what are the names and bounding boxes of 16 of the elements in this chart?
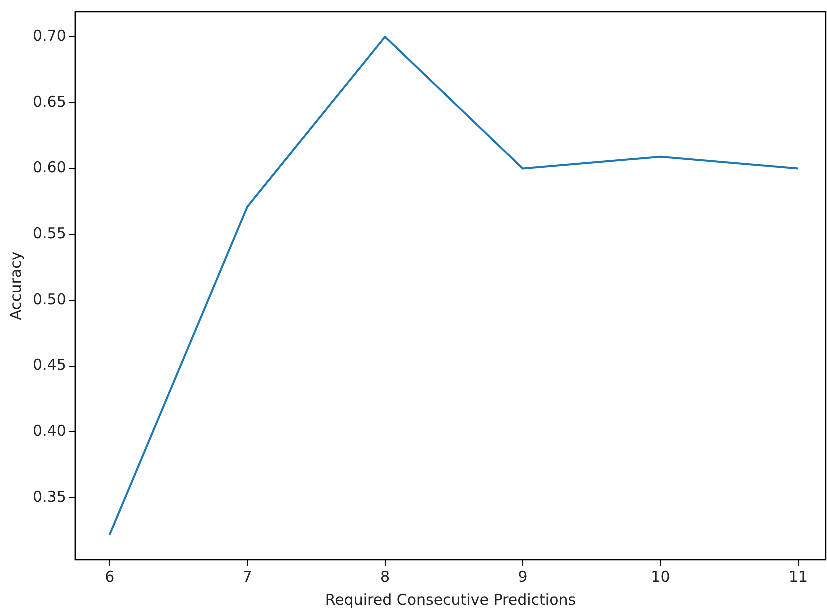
x-tick-label: 11 <box>788 568 808 586</box>
y-tick-label: 0.65 <box>32 92 66 111</box>
x-axis-title: Required Consecutive Predictions <box>325 590 576 609</box>
x-tick-label: 8 <box>380 568 390 586</box>
x-tick-label: 9 <box>518 568 528 586</box>
y-tick-label: 0.50 <box>32 290 66 308</box>
y-tick-label: 0.40 <box>32 422 66 440</box>
y-axis-title: Accuracy <box>6 252 25 320</box>
y-tick-label: 0.35 <box>32 488 66 506</box>
x-tick-label: 7 <box>242 568 252 586</box>
y-tick-label: 0.55 <box>32 224 66 243</box>
y-tick-label: 0.45 <box>32 356 66 374</box>
x-tick-label: 6 <box>105 568 115 586</box>
x-tick-label: 10 <box>651 568 670 586</box>
y-tick-label: 0.70 <box>32 26 66 45</box>
y-tick-label: 0.60 <box>32 158 66 177</box>
